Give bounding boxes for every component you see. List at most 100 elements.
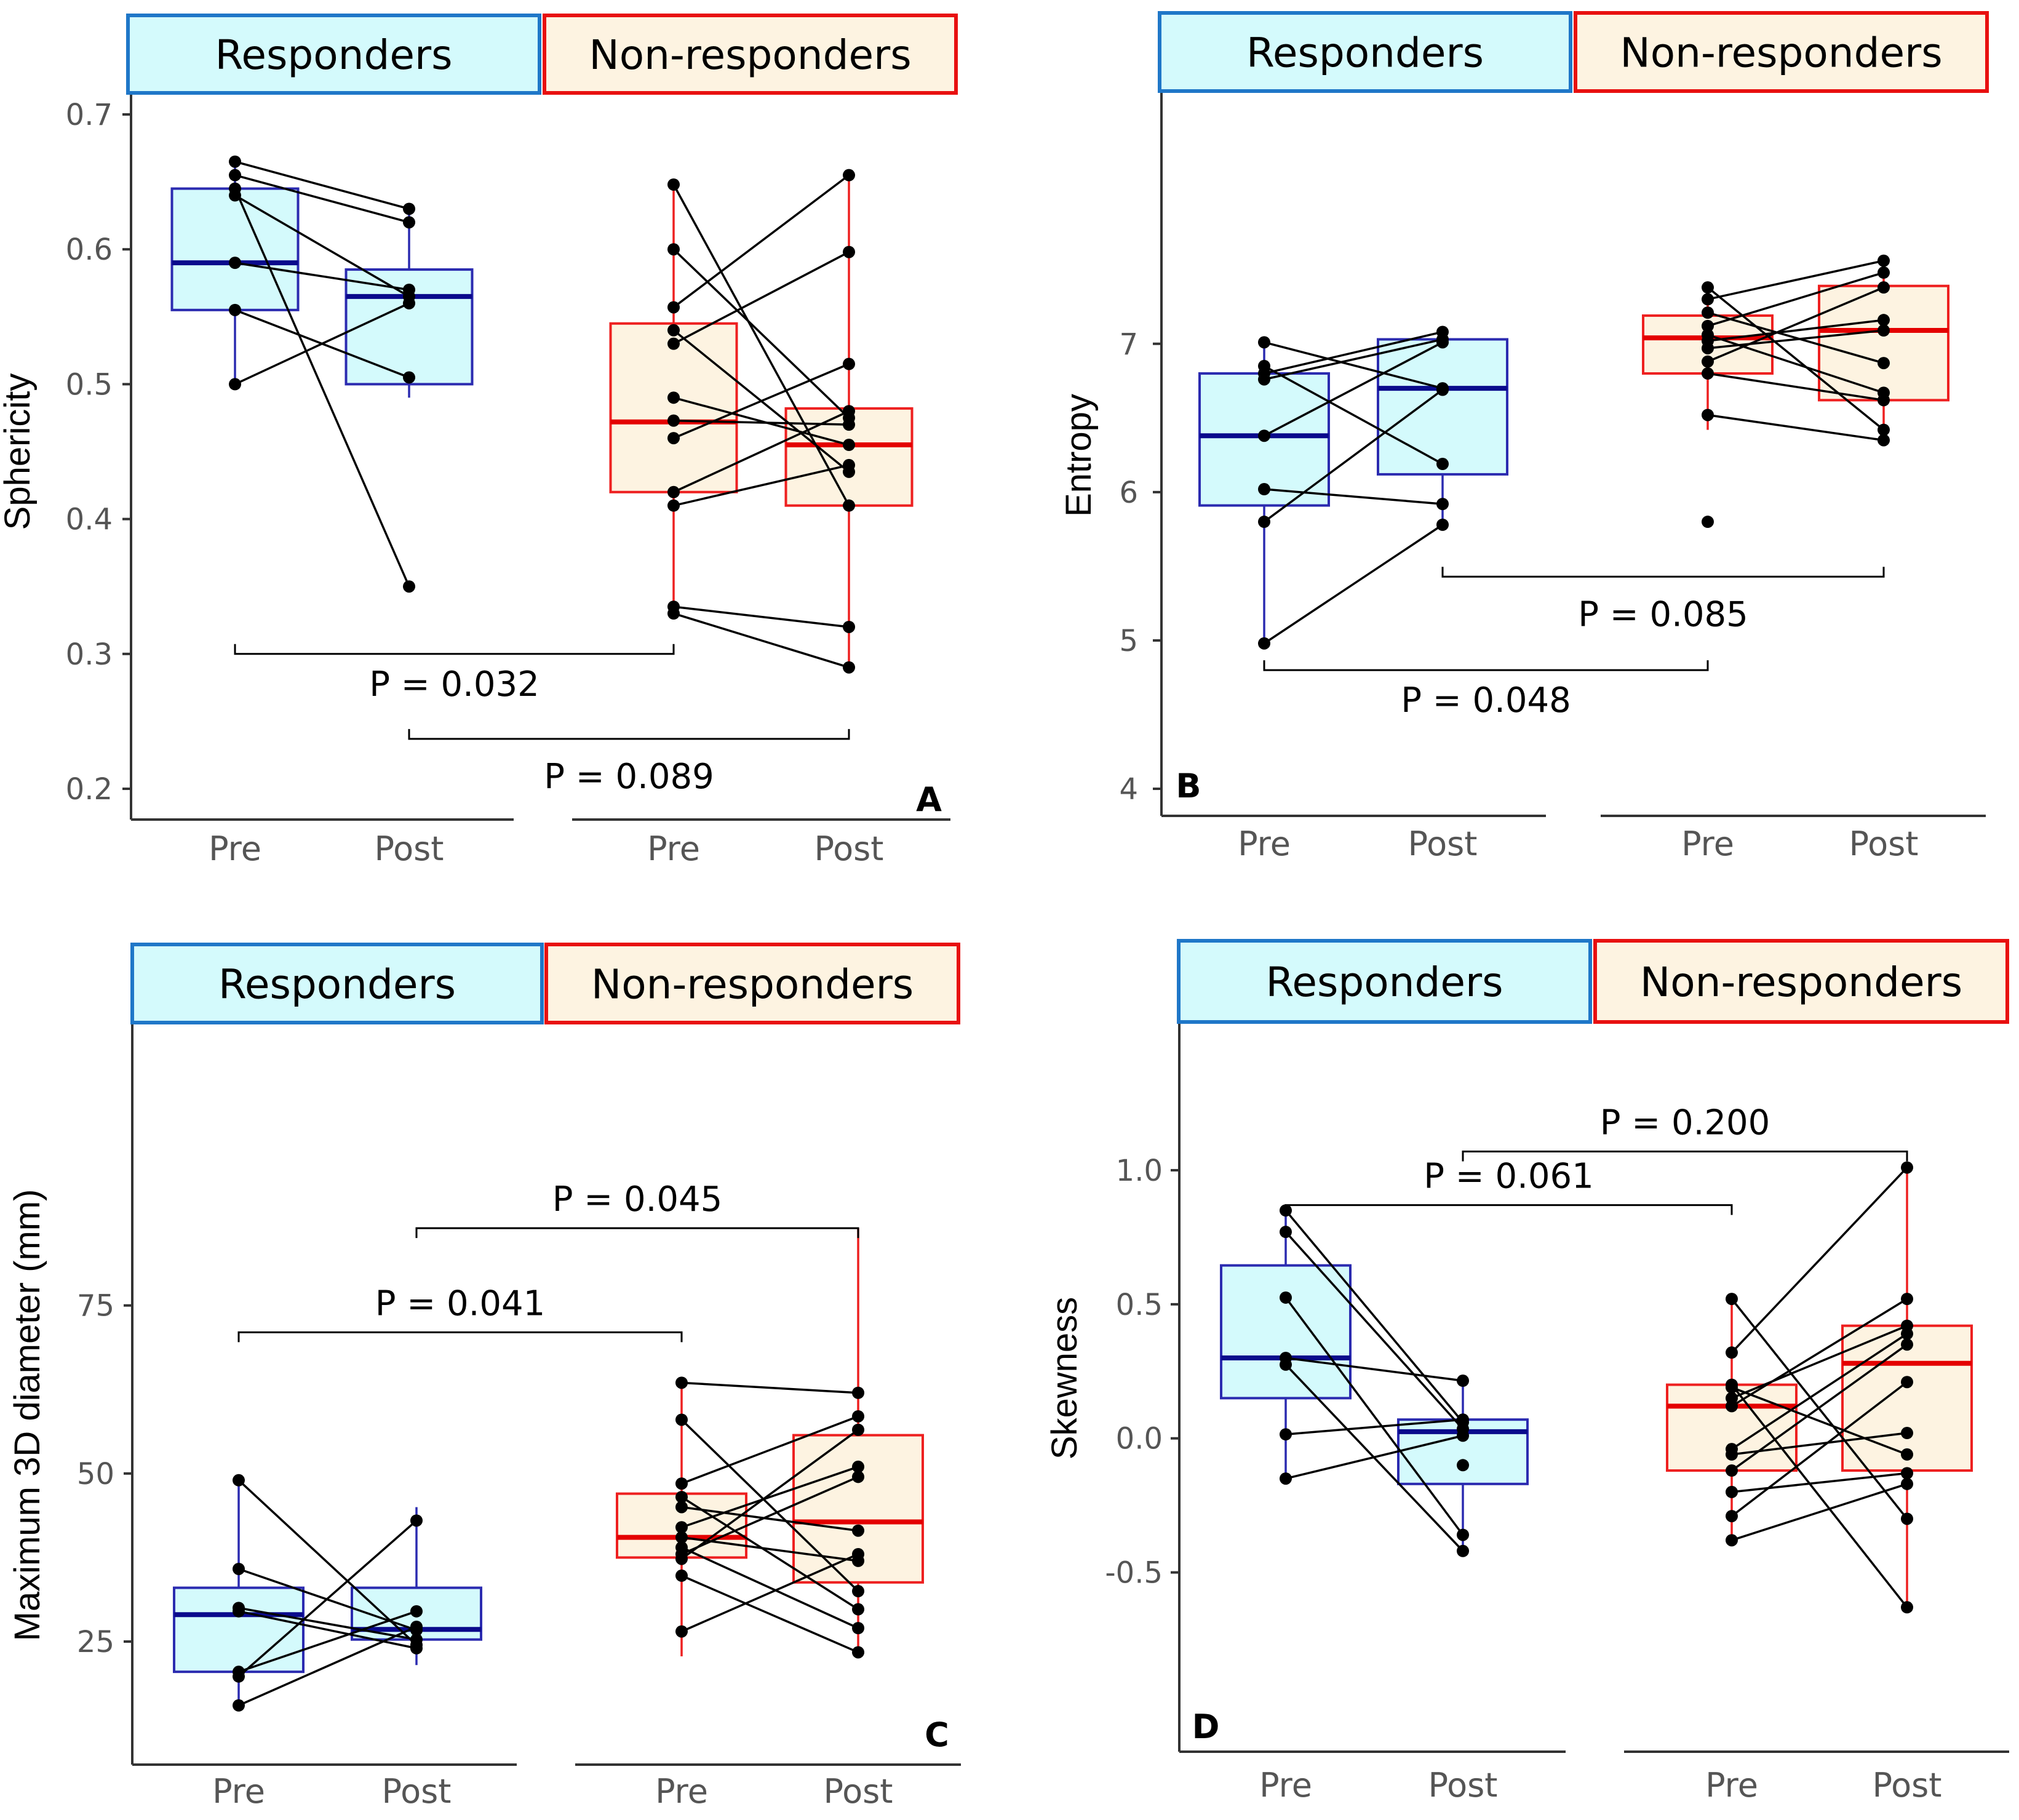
paired-line [1284,1296,1464,1536]
x-tick-label: Post [1408,824,1478,863]
pre-box [173,1586,305,1674]
post-point [1457,1375,1469,1387]
paired-line [1730,1343,1908,1472]
pre-point [1702,319,1714,332]
responders-banner [1158,11,1572,93]
responders-group [170,155,474,593]
y-axis-label: Maximum 3D diameter (mm) [7,1189,47,1642]
y-tick-label: 25 [77,1625,114,1659]
x-tick-label: Post [814,829,884,868]
nonresponders-banner [544,943,960,1024]
y-axis-label: Entropy [1059,394,1099,517]
x-tick-label: Pre [1705,1766,1758,1805]
y-tick-label: 50 [77,1457,114,1491]
post-point [852,1423,864,1436]
pre-point [667,337,680,350]
p-value-label: P = 0.032 [369,665,540,704]
paired-line [681,1415,859,1485]
responders-banner-label: Responders [1265,959,1503,1006]
post-point [1878,324,1890,337]
post-point [1457,1528,1469,1541]
post-point [1878,357,1890,370]
post-point [852,1622,864,1635]
paired-line [672,248,850,419]
pre-point [1258,516,1270,529]
post-point [1457,1544,1469,1557]
post-point [1901,1477,1913,1490]
pre-point [1726,1464,1738,1477]
pre-point [229,378,241,391]
paired-line [1264,338,1443,381]
post-point [852,1646,864,1659]
post-point [1878,314,1890,327]
x-tick-label: Post [1849,824,1919,863]
paired-line [680,1419,859,1592]
paired-line [1264,524,1443,645]
panel-letter: B [1176,767,1201,805]
post-point [1878,266,1890,279]
nonresponders-group [1666,1161,1973,1614]
responders-banner-label: Responders [1246,30,1484,77]
paired-line [234,302,410,385]
pre-point [229,257,241,269]
pre-point [667,432,680,445]
post-point [843,418,855,431]
y-tick-label: 0.0 [1116,1422,1163,1456]
pre-box [170,187,300,311]
x-tick-label: Post [824,1772,893,1811]
pre-point [1280,1291,1292,1304]
y-tick-label: 0.3 [66,637,113,672]
x-tick-label: Post [382,1772,452,1811]
panel-A: Responders Non-responders 0.2 0.3 0.4 0.5 0.6 0… [0,14,958,868]
paired-line [673,396,850,446]
post-point [843,458,855,471]
x-tick-label: Post [1873,1766,1942,1805]
paired-line [1707,286,1884,363]
paired-line [1264,365,1443,465]
pre-point [1280,1428,1292,1441]
pre-point [675,1413,688,1426]
pre-point [233,1699,245,1712]
pre-point [675,1569,688,1582]
paired-line [234,174,410,224]
paired-line [672,184,850,506]
post-point [1436,383,1449,396]
paired-line [681,1381,859,1394]
pre-point [667,414,680,427]
post-point [1436,336,1449,349]
pre-point [233,1670,245,1683]
paired-line [672,174,850,308]
paired-line [1731,1298,1908,1407]
pre-point [229,182,241,195]
p-value-label: P = 0.089 [544,757,714,797]
y-tick-label: -0.5 [1105,1556,1163,1591]
pre-point [229,169,241,182]
pre-point [229,155,241,168]
pre-point [675,1521,688,1534]
paired-line [1731,1386,1908,1456]
post-point [403,216,415,229]
paired-line [1707,329,1884,349]
pre-point [1726,1400,1738,1413]
pre-point [675,1501,688,1514]
y-axis-label: Sphericity [0,373,38,530]
pre-box [609,322,738,493]
pre-point [1726,1378,1738,1391]
post-point [410,1620,423,1633]
post-point [852,1524,864,1537]
responders-banner-label: Responders [215,31,452,79]
pre-point [1702,293,1714,306]
x-tick-label: Pre [647,829,700,868]
y-tick-label: 75 [77,1289,114,1323]
responders-banner-label: Responders [218,961,456,1008]
x-tick-label: Pre [212,1772,265,1811]
paired-line [237,1520,418,1678]
paired-line [673,251,850,345]
nonresponders-group [1642,254,1949,529]
post-point [852,1460,864,1473]
p-value-label: P = 0.045 [552,1179,723,1219]
pre-point [675,1376,688,1389]
y-tick-label: 5 [1119,624,1138,658]
paired-line [681,1506,859,1532]
